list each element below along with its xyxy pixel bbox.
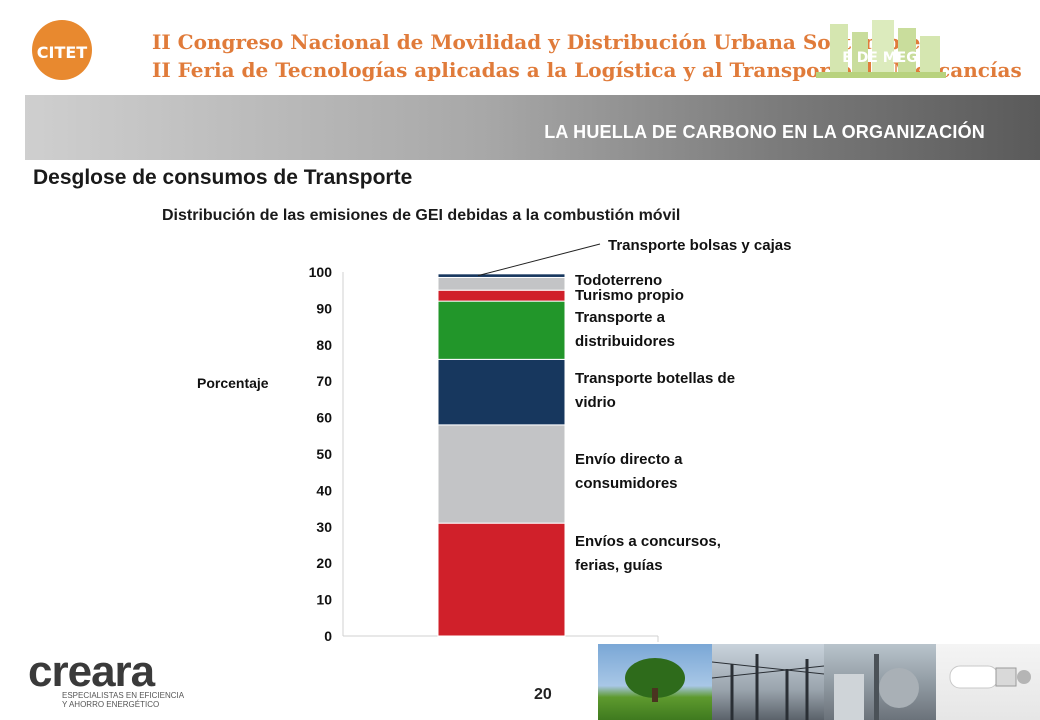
series-label: Transporte a [575,309,666,326]
bar-segment [437,358,566,426]
congress-title: II Congreso Nacional de Movilidad y Dist… [152,30,921,54]
footer-photo-strip [598,644,1040,720]
y-tick-label: 30 [316,519,332,535]
y-tick-label: 0 [324,628,332,644]
creara-logo: creara ESPECIALISTAS EN EFICIENCIA Y AHO… [28,648,185,709]
light-bulb-photo [936,644,1040,720]
y-axis-label: Porcentaje [197,375,269,391]
bar-segment [437,424,566,524]
y-tick-label: 20 [316,555,332,571]
creara-tagline-1: ESPECIALISTAS EN EFICIENCIA [62,691,185,700]
citet-logo-text: CITET [37,43,88,62]
series-label: ferias, guías [575,557,663,574]
series-label: Todoterreno [575,272,662,289]
creara-tagline-2: Y AHORRO ENERGÉTICO [62,700,159,709]
series-label: consumidores [575,475,678,492]
y-tick-label: 10 [316,592,332,608]
series-label: Envíos a concursos, [575,533,721,550]
tree-photo [598,644,712,720]
bar-segment [437,289,566,302]
creara-logo-text: creara [28,648,156,696]
section-banner: LA HUELLA DE CARBONO EN LA ORGANIZACIÓN [25,95,1040,160]
bar-segment [437,300,566,360]
chart-title: Distribución de las emisiones de GEI deb… [162,207,681,224]
bar-segment [437,273,566,278]
series-label: Turismo propio [575,287,684,304]
page-title: Desglose de consumos de Transporte [33,166,413,189]
y-tick-label: 100 [309,264,333,280]
y-tick-label: 40 [316,482,332,498]
electrical-substation-photo [712,644,824,720]
y-tick-label: 80 [316,337,332,353]
page-number: 20 [534,686,552,703]
series-label: Transporte bolsas y cajas [608,237,791,254]
city-logo: E DE MEG [816,20,946,78]
callout-leader-line [477,243,601,277]
y-tick-label: 50 [316,446,332,462]
y-tick-label: 90 [316,300,332,316]
banner-title: LA HUELLA DE CARBONO EN LA ORGANIZACIÓN [544,122,985,142]
city-logo-text: E DE MEG [842,50,917,66]
series-label: Envío directo a [575,451,683,468]
y-tick-label: 60 [316,410,332,426]
y-tick-label: 70 [316,373,332,389]
citet-logo: CITET [32,20,92,80]
series-label: Transporte botellas de [575,370,735,387]
series-label: distribuidores [575,333,675,350]
series-label: vidrio [575,394,616,411]
bar-segment [437,522,566,637]
bar-segment [437,276,566,291]
industrial-plant-photo [824,644,936,720]
